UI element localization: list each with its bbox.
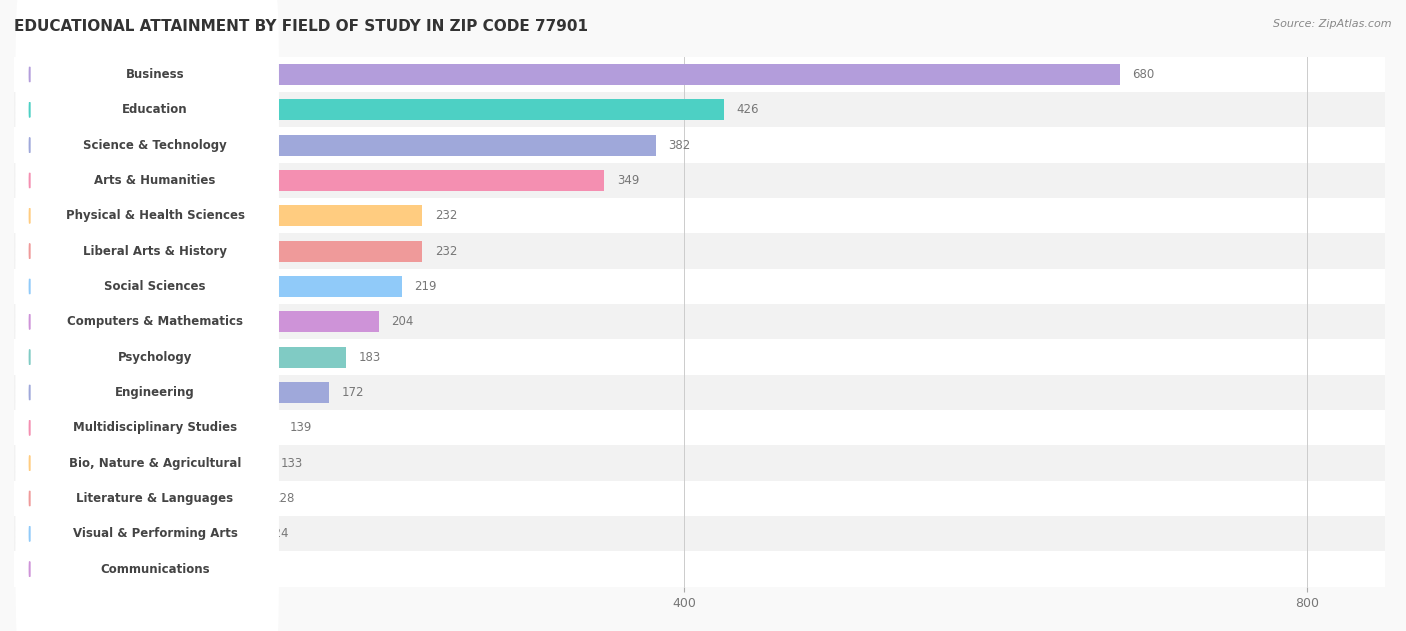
FancyBboxPatch shape bbox=[15, 454, 278, 613]
Bar bbox=[14, 163, 1385, 198]
Text: Bio, Nature & Agricultural: Bio, Nature & Agricultural bbox=[69, 457, 242, 469]
Bar bbox=[60, 382, 329, 403]
FancyBboxPatch shape bbox=[15, 0, 278, 154]
Text: 382: 382 bbox=[668, 139, 690, 151]
Text: Engineering: Engineering bbox=[115, 386, 195, 399]
FancyBboxPatch shape bbox=[15, 313, 278, 472]
FancyBboxPatch shape bbox=[15, 172, 278, 331]
Bar bbox=[14, 481, 1385, 516]
Text: 61: 61 bbox=[169, 563, 183, 575]
FancyBboxPatch shape bbox=[15, 384, 278, 543]
Bar bbox=[14, 551, 1385, 587]
Text: 133: 133 bbox=[280, 457, 302, 469]
FancyBboxPatch shape bbox=[15, 101, 278, 260]
Text: Source: ZipAtlas.com: Source: ZipAtlas.com bbox=[1274, 19, 1392, 29]
Text: 219: 219 bbox=[415, 280, 437, 293]
Text: Visual & Performing Arts: Visual & Performing Arts bbox=[73, 528, 238, 540]
Bar bbox=[60, 170, 605, 191]
Bar bbox=[14, 445, 1385, 481]
Bar bbox=[60, 205, 422, 227]
Bar bbox=[60, 346, 346, 368]
Bar bbox=[60, 488, 260, 509]
Bar bbox=[60, 64, 1121, 85]
Bar bbox=[14, 198, 1385, 233]
Text: Literature & Languages: Literature & Languages bbox=[76, 492, 233, 505]
Bar bbox=[14, 233, 1385, 269]
Text: Computers & Mathematics: Computers & Mathematics bbox=[67, 316, 243, 328]
FancyBboxPatch shape bbox=[15, 66, 278, 225]
FancyBboxPatch shape bbox=[15, 278, 278, 437]
Text: Psychology: Psychology bbox=[118, 351, 193, 363]
Bar bbox=[14, 410, 1385, 445]
Text: Arts & Humanities: Arts & Humanities bbox=[94, 174, 215, 187]
Bar bbox=[14, 269, 1385, 304]
Text: 232: 232 bbox=[434, 209, 457, 222]
Text: EDUCATIONAL ATTAINMENT BY FIELD OF STUDY IN ZIP CODE 77901: EDUCATIONAL ATTAINMENT BY FIELD OF STUDY… bbox=[14, 19, 588, 34]
Bar bbox=[14, 304, 1385, 339]
Text: 426: 426 bbox=[737, 103, 759, 116]
FancyBboxPatch shape bbox=[15, 348, 278, 507]
FancyBboxPatch shape bbox=[15, 136, 278, 295]
Text: Physical & Health Sciences: Physical & Health Sciences bbox=[66, 209, 245, 222]
Text: 124: 124 bbox=[266, 528, 288, 540]
Text: 172: 172 bbox=[342, 386, 364, 399]
Text: 680: 680 bbox=[1133, 68, 1154, 81]
Bar bbox=[60, 452, 269, 474]
Text: Social Sciences: Social Sciences bbox=[104, 280, 205, 293]
Text: 139: 139 bbox=[290, 422, 312, 434]
Bar bbox=[14, 516, 1385, 551]
FancyBboxPatch shape bbox=[15, 30, 278, 189]
Bar bbox=[60, 311, 378, 333]
Bar bbox=[60, 240, 422, 262]
Text: Multidisciplinary Studies: Multidisciplinary Studies bbox=[73, 422, 238, 434]
Text: 128: 128 bbox=[273, 492, 295, 505]
Bar bbox=[60, 134, 655, 156]
Text: 204: 204 bbox=[391, 316, 413, 328]
Text: Education: Education bbox=[122, 103, 188, 116]
Text: Liberal Arts & History: Liberal Arts & History bbox=[83, 245, 226, 257]
FancyBboxPatch shape bbox=[15, 242, 278, 401]
Text: 349: 349 bbox=[617, 174, 640, 187]
Text: 183: 183 bbox=[359, 351, 381, 363]
FancyBboxPatch shape bbox=[15, 419, 278, 578]
Bar bbox=[14, 375, 1385, 410]
Bar bbox=[60, 417, 277, 439]
Text: Communications: Communications bbox=[100, 563, 209, 575]
Text: Business: Business bbox=[125, 68, 184, 81]
FancyBboxPatch shape bbox=[15, 490, 278, 631]
Bar bbox=[60, 558, 156, 580]
Text: 232: 232 bbox=[434, 245, 457, 257]
Bar bbox=[14, 127, 1385, 163]
Bar bbox=[14, 57, 1385, 92]
Bar bbox=[14, 339, 1385, 375]
Bar bbox=[60, 99, 724, 121]
Bar bbox=[60, 276, 402, 297]
FancyBboxPatch shape bbox=[15, 207, 278, 366]
Bar bbox=[60, 523, 254, 545]
Text: Science & Technology: Science & Technology bbox=[83, 139, 226, 151]
Bar bbox=[14, 92, 1385, 127]
